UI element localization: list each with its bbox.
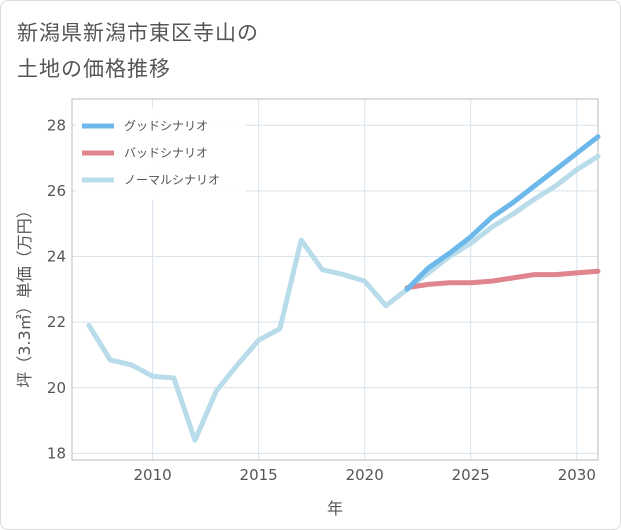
legend-label: グッドシナリオ — [124, 119, 208, 133]
x-tick-label: 2025 — [452, 466, 490, 484]
x-tick-labels: 2010 2015 2020 2025 2030 — [134, 466, 596, 484]
x-tick-label: 2020 — [346, 466, 384, 484]
x-tick-label: 2010 — [134, 466, 172, 484]
series-line-2 — [86, 153, 601, 443]
x-tick-label: 2030 — [558, 466, 596, 484]
chart-title: 新潟県新潟市東区寺山の 土地の価格推移 — [17, 15, 437, 87]
legend-label: ノーマルシナリオ — [124, 173, 220, 187]
y-tick-label: 20 — [47, 379, 66, 397]
legend-label: バッドシナリオ — [124, 146, 208, 160]
y-tick-label: 24 — [47, 248, 66, 266]
chart-title-line-1: 新潟県新潟市東区寺山の — [17, 21, 259, 45]
y-tick-label: 26 — [47, 182, 66, 200]
series-line-1 — [404, 268, 601, 291]
y-tick-label: 18 — [47, 444, 66, 462]
x-axis-title: 年 — [327, 499, 343, 518]
y-tick-label: 28 — [47, 116, 66, 134]
chart-title-line-2: 土地の価格推移 — [17, 57, 171, 81]
series-layer — [86, 134, 601, 443]
plot-frame — [71, 98, 599, 461]
y-tick-label: 22 — [47, 313, 66, 331]
y-axis-title: 坪（3.3㎡）単価（万円） — [15, 202, 34, 387]
y-tick-labels: 18 20 22 24 26 28 — [47, 116, 66, 462]
x-tick-label: 2015 — [240, 466, 278, 484]
series-line-0 — [404, 134, 601, 292]
